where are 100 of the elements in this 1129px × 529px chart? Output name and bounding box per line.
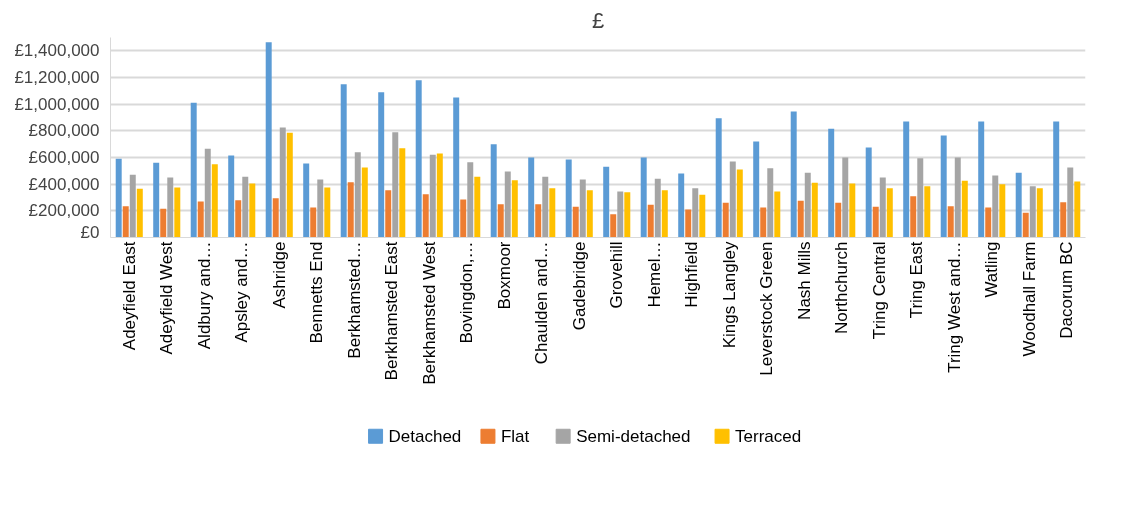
- bar: [586, 190, 593, 238]
- bar: [685, 209, 692, 238]
- bar: [310, 207, 317, 238]
- bar: [565, 159, 572, 238]
- bar: [286, 132, 293, 238]
- bar: [1036, 188, 1043, 238]
- bar: [760, 207, 767, 238]
- bar: [774, 191, 781, 238]
- x-tick-label: Leverstock Green: [757, 241, 777, 376]
- bar: [940, 135, 947, 238]
- bar: [617, 191, 624, 238]
- bar: [678, 173, 685, 238]
- x-tick-label: Adeyfield East: [119, 241, 139, 351]
- bar: [910, 196, 917, 238]
- x-tick-label: Woodhall Farm: [1019, 241, 1039, 357]
- bar: [422, 194, 429, 238]
- y-tick-label: £1,000,000: [14, 94, 100, 114]
- bar: [924, 186, 931, 238]
- x-tick-label: Watling: [982, 241, 1002, 298]
- bar: [115, 158, 122, 238]
- bar: [603, 166, 610, 238]
- bar: [340, 84, 347, 238]
- bar: [235, 200, 242, 238]
- bar: [415, 80, 422, 238]
- y-tick-label: £200,000: [28, 201, 100, 221]
- bar: [436, 153, 443, 238]
- x-tick-label: Berkhamsted…: [344, 241, 364, 359]
- x-tick-label: Apsley and…: [232, 241, 252, 343]
- x-tick-label: Tring West and…: [944, 241, 964, 373]
- bar: [790, 111, 797, 238]
- bar: [153, 162, 160, 238]
- bar: [729, 161, 736, 238]
- bar: [610, 214, 617, 238]
- bar: [835, 202, 842, 238]
- bar: [1015, 172, 1022, 238]
- x-tick-label: Hemel…: [644, 241, 664, 308]
- bar: [399, 148, 406, 238]
- bar: [954, 157, 961, 238]
- x-tick-label: Grovehill: [607, 241, 627, 309]
- bar: [511, 180, 518, 238]
- x-tick-label: Aldbury and…: [194, 241, 214, 350]
- x-tick-label: Tring East: [907, 241, 927, 319]
- x-tick-label: Bennetts End: [307, 241, 327, 344]
- x-tick-label: Berkhamsted West: [419, 241, 439, 385]
- bar: [279, 127, 286, 238]
- bar: [136, 188, 143, 238]
- bar: [211, 164, 218, 238]
- bar: [265, 42, 272, 238]
- bar: [804, 172, 811, 238]
- bar: [378, 92, 385, 238]
- bar: [303, 163, 310, 238]
- bar: [167, 177, 174, 238]
- bar: [490, 144, 497, 238]
- bar: [828, 128, 835, 238]
- y-tick-label: £400,000: [28, 174, 100, 194]
- bar: [736, 169, 743, 238]
- bar: [1029, 186, 1036, 238]
- bar: [1067, 167, 1074, 238]
- x-tick-label: Dacorum BC: [1057, 241, 1077, 339]
- x-tick-label: Boxmoor: [494, 241, 514, 310]
- bar: [961, 180, 968, 238]
- bar: [572, 206, 579, 238]
- bar: [204, 148, 211, 238]
- x-tick-label: Northchurch: [832, 241, 852, 335]
- bar: [999, 184, 1006, 238]
- y-tick-label: £1,200,000: [14, 68, 100, 87]
- bar: [317, 179, 324, 238]
- bar: [429, 154, 436, 238]
- bar: [1022, 212, 1029, 238]
- bar: [324, 187, 331, 238]
- bar: [474, 176, 481, 238]
- x-tick-label: Adeyfield West: [157, 241, 177, 355]
- x-tick-label: Tring Central: [869, 241, 889, 340]
- bar: [122, 206, 129, 238]
- bar: [654, 178, 661, 238]
- x-tick-label: Bovingdon,…: [457, 241, 477, 344]
- legend-label: Terraced: [735, 426, 802, 446]
- bar: [886, 188, 893, 238]
- x-tick-label: Kings Langley: [719, 241, 739, 349]
- bar: [865, 147, 872, 238]
- bar: [661, 190, 668, 238]
- legend-label: Detached: [388, 426, 462, 446]
- bar: [347, 182, 354, 238]
- x-tick-label: Highfield: [682, 241, 702, 308]
- bar: [453, 97, 460, 238]
- bar: [722, 202, 729, 238]
- bar: [542, 176, 549, 238]
- bar: [753, 141, 760, 238]
- bar: [903, 121, 910, 238]
- bar: [528, 157, 535, 238]
- bar: [535, 204, 542, 238]
- bar: [497, 204, 504, 238]
- bar: [228, 155, 235, 238]
- chart-title: £: [591, 7, 605, 33]
- bar: [699, 194, 706, 238]
- x-tick-label: Nash Mills: [794, 241, 814, 320]
- bar: [872, 206, 879, 238]
- bar: [842, 157, 849, 238]
- bar: [647, 204, 654, 238]
- bar: [767, 168, 774, 238]
